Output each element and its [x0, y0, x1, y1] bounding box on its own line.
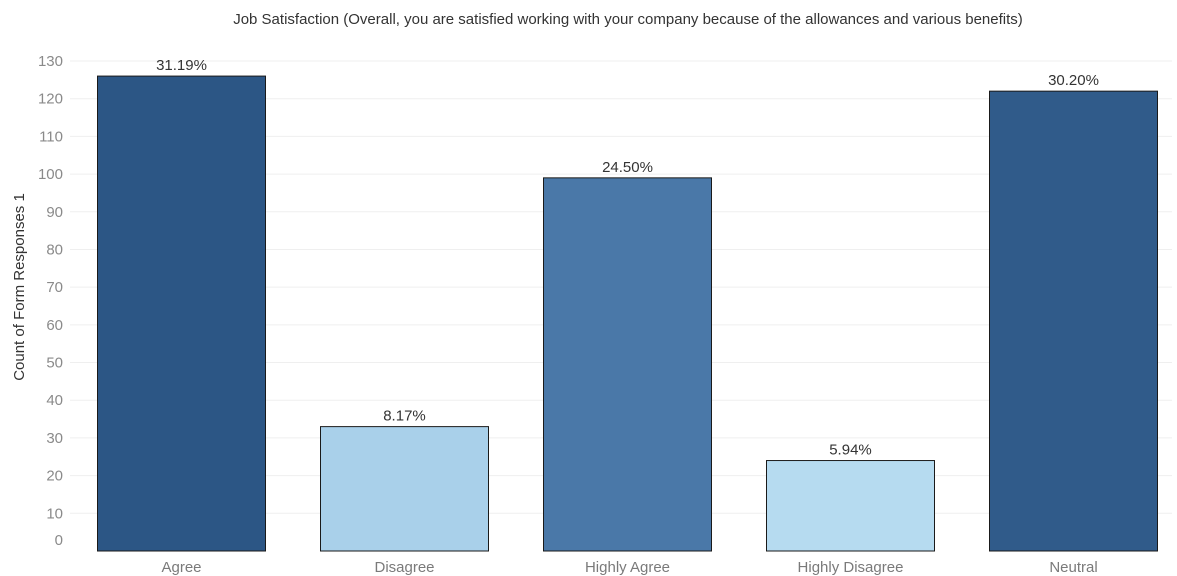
y-tick-label: 130: [38, 53, 63, 70]
x-tick-label: Disagree: [374, 559, 434, 576]
y-axis-label: Count of Form Responses 1: [11, 193, 28, 381]
y-tick-label: 70: [46, 279, 63, 296]
data-label: 8.17%: [383, 408, 426, 425]
y-tick-label: 100: [38, 166, 63, 183]
y-tick-label: 0: [55, 532, 63, 549]
bar-disagree: [320, 426, 489, 552]
bar-agree: [97, 75, 266, 552]
x-tick-label: Neutral: [1049, 559, 1097, 576]
data-label: 24.50%: [602, 159, 653, 176]
y-tick-label: 90: [46, 204, 63, 221]
y-tick-label: 40: [46, 392, 63, 409]
x-tick-label: Highly Agree: [585, 559, 670, 576]
x-tick-label: Agree: [161, 559, 201, 576]
y-tick-label: 10: [46, 505, 63, 522]
data-label: 5.94%: [829, 442, 872, 459]
x-axis-ticks: Agree Disagree Highly Agree Highly Disagree…: [161, 559, 1097, 576]
y-tick-label: 120: [38, 91, 63, 108]
x-tick-label: Highly Disagree: [798, 559, 904, 576]
data-label: 31.19%: [156, 57, 207, 74]
y-tick-label: 20: [46, 468, 63, 485]
y-tick-label: 80: [46, 241, 63, 258]
y-tick-label: 30: [46, 430, 63, 447]
y-tick-label: 110: [39, 128, 63, 145]
bar-neutral: [989, 90, 1158, 552]
y-tick-label: 60: [46, 317, 63, 334]
y-tick-label: 50: [46, 355, 63, 372]
bar-highly-disagree: [766, 460, 935, 552]
data-label: 30.20%: [1048, 72, 1099, 89]
chart-title: Job Satisfaction (Overall, you are satis…: [233, 11, 1023, 28]
bars: 31.19% 8.17% 24.50% 5.94% 30.20%: [97, 57, 1158, 552]
y-axis-ticks: 0 10 20 30 40 50 60 70 80 90 100 110 120 130: [38, 53, 63, 549]
bar-highly-agree: [543, 177, 712, 552]
